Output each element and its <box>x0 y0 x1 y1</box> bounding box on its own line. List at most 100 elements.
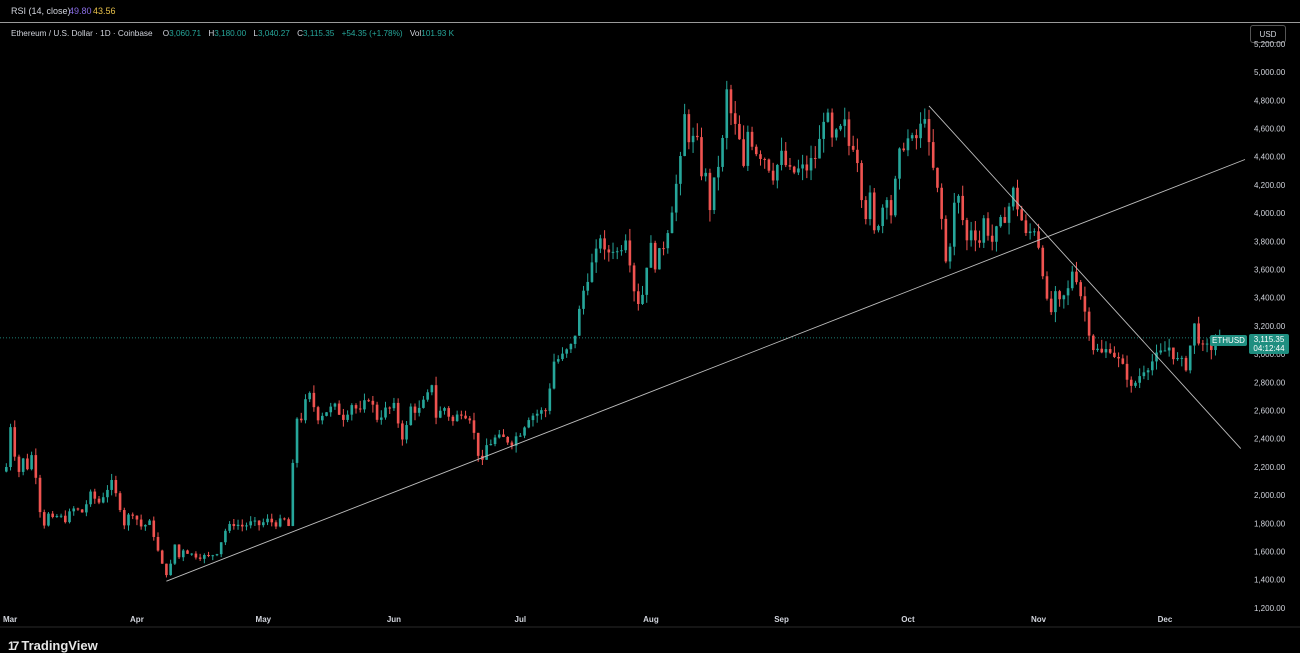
price-tick-label: 1,600.00 <box>1254 548 1286 557</box>
candle-body <box>818 138 821 159</box>
candle-body <box>683 114 686 157</box>
candle-body <box>308 392 311 400</box>
candle-body <box>493 437 497 445</box>
price-tick-label: 4,600.00 <box>1254 124 1286 133</box>
candle-body <box>97 498 101 503</box>
candle-body <box>1201 343 1205 345</box>
candle-body <box>978 240 981 243</box>
candle-body <box>127 514 130 526</box>
candle-body <box>687 114 691 143</box>
time-tick-label: Dec <box>1158 615 1173 624</box>
candle-body <box>615 251 619 253</box>
change-value: +54.35 (+1.78%) <box>341 29 403 38</box>
candle-body <box>1092 335 1095 351</box>
candle-body <box>1117 356 1120 359</box>
candle-body <box>1058 291 1061 300</box>
candle-body <box>519 435 522 437</box>
candle-body <box>139 519 143 527</box>
candle-body <box>552 361 556 389</box>
candle-body <box>1197 323 1200 344</box>
candle-body <box>181 550 185 558</box>
trendline[interactable] <box>928 105 1242 449</box>
price-tick-label: 5,000.00 <box>1254 68 1286 77</box>
candle-body <box>72 508 76 512</box>
candle-body <box>476 432 480 456</box>
candle-body <box>632 265 636 292</box>
tradingview-logo[interactable]: 17 TradingView <box>8 638 98 653</box>
trendline[interactable] <box>166 159 1246 582</box>
candle-body <box>1096 348 1099 351</box>
candle-body <box>788 165 792 167</box>
candle-body <box>26 458 29 470</box>
candle-body <box>902 148 906 151</box>
candle-body <box>792 166 796 173</box>
candle-body <box>717 166 720 178</box>
candle-body <box>1180 357 1184 359</box>
candle-body <box>540 410 543 414</box>
candle-body <box>422 399 425 408</box>
candle-body <box>666 233 670 249</box>
candle-body <box>544 410 547 412</box>
candle-body <box>85 504 88 513</box>
candle-body <box>1104 349 1108 353</box>
candle-body <box>443 408 446 411</box>
time-tick-label: Sep <box>774 615 789 624</box>
candle-body <box>249 521 252 526</box>
candle-body <box>266 518 269 523</box>
candle-body <box>291 462 295 526</box>
candle-body <box>363 400 366 410</box>
candle-body <box>813 157 817 159</box>
price-tick-label: 5,200.00 <box>1254 40 1286 49</box>
candle-body <box>118 493 122 511</box>
candle-body <box>1083 296 1087 312</box>
candle-body <box>561 353 564 360</box>
candle-body <box>131 514 135 516</box>
candle-body <box>1138 376 1141 383</box>
candle-body <box>257 520 261 526</box>
candle-body <box>805 164 809 171</box>
candle-body <box>1113 352 1116 357</box>
price-tick-label: 2,400.00 <box>1254 435 1286 444</box>
candle-body <box>1045 276 1049 299</box>
candle-body <box>839 125 842 130</box>
candle-body <box>350 405 354 415</box>
candle-body <box>203 555 206 559</box>
candle-body <box>329 406 333 413</box>
candle-body <box>63 515 67 523</box>
candle-body <box>864 200 868 220</box>
candle-body <box>1007 206 1011 223</box>
candle-body <box>1079 282 1082 297</box>
candle-body <box>927 119 931 143</box>
candle-body <box>1193 323 1196 346</box>
candle-body <box>708 172 712 211</box>
trendlines-layer <box>166 105 1246 582</box>
time-tick-label: Oct <box>901 615 915 624</box>
candle-body <box>198 557 202 559</box>
candle-body <box>906 138 910 151</box>
candle-body <box>797 168 800 173</box>
candle-body <box>455 414 459 422</box>
bar-countdown: 04:12:44 <box>1253 344 1285 353</box>
candle-body <box>1062 295 1066 300</box>
candle-body <box>152 520 156 537</box>
candle-body <box>388 407 392 409</box>
candle-body <box>1011 187 1015 207</box>
candle-body <box>738 123 741 140</box>
candle-body <box>1205 343 1209 345</box>
candle-body <box>826 112 830 122</box>
candle-body <box>594 248 598 263</box>
currency-button[interactable]: USD <box>1250 25 1286 43</box>
candle-body <box>674 183 678 213</box>
candle-body <box>1087 311 1091 336</box>
candle-body <box>1024 220 1028 234</box>
candle-body <box>485 445 488 460</box>
candle-body <box>847 119 851 146</box>
candle-body <box>337 403 341 415</box>
candle-body <box>342 414 345 420</box>
candle-body <box>712 177 716 211</box>
candle-body <box>1054 291 1057 313</box>
symbol-title[interactable]: Ethereum / U.S. Dollar · 1D · Coinbase <box>11 29 153 38</box>
candle-body <box>986 218 990 236</box>
candle-body <box>489 444 493 446</box>
